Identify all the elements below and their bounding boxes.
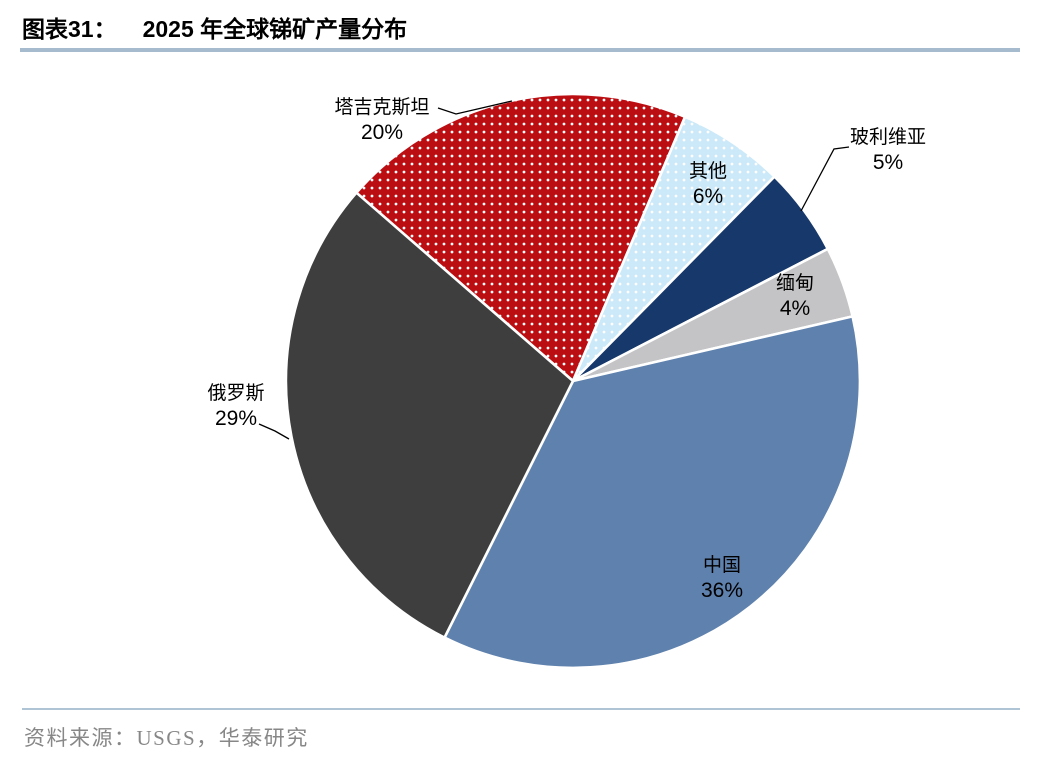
pie-slice-china: [443, 315, 862, 670]
slice-label-bolivia: 玻利维亚 5%: [850, 125, 926, 175]
slice-percent: 29%: [214, 407, 258, 430]
bolivia-leader-line: [800, 146, 850, 212]
slice-name: 其他: [688, 161, 728, 182]
slice-percent: 36%: [700, 579, 744, 602]
slice-label-myanmar: 缅甸 4%: [776, 271, 814, 321]
figure-title: 2025 年全球锑矿产量分布: [142, 16, 408, 42]
slice-name: 中国: [702, 555, 741, 576]
slice-percent: 6%: [692, 185, 724, 208]
slice-label-russia: 俄罗斯 29%: [207, 381, 264, 431]
leader-lines: [258, 100, 850, 440]
slice-name: 玻利维亚: [849, 127, 927, 148]
pie-slices: [284, 92, 862, 670]
tajikistan-leader-line: [437, 100, 513, 115]
slice-label-tajikistan: 塔吉克斯坦 20%: [334, 95, 429, 145]
slice-name: 俄罗斯: [207, 383, 265, 404]
slice-percent: 5%: [872, 151, 904, 174]
header-divider: [20, 48, 1020, 52]
pie-slice-russia: [284, 191, 575, 639]
slice-name: 塔吉克斯坦: [334, 97, 430, 118]
slice-label-others: 其他 6%: [689, 159, 727, 209]
figure-number: 图表31：: [22, 16, 117, 42]
figure-header: 图表31： 2025 年全球锑矿产量分布: [22, 10, 407, 46]
russia-leader-line: [258, 423, 290, 440]
slice-label-china: 中国 36%: [701, 553, 743, 603]
source-note: 资料来源：USGS，华泰研究: [24, 726, 309, 750]
slice-percent: 4%: [779, 297, 811, 320]
slice-percent: 20%: [360, 121, 404, 144]
slice-name: 缅甸: [775, 273, 815, 294]
footer-divider: [22, 708, 1020, 710]
